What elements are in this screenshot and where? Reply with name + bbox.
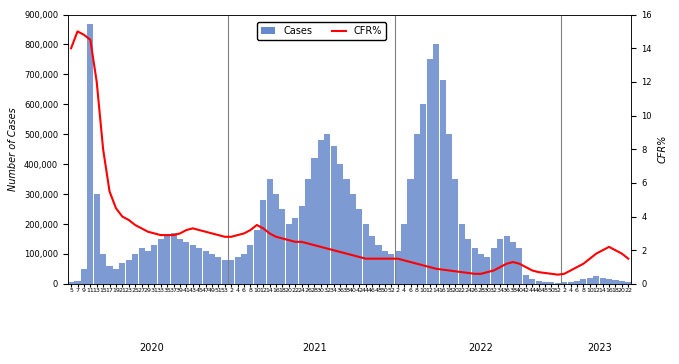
Bar xyxy=(612,280,619,284)
Bar xyxy=(120,263,126,284)
Bar xyxy=(107,266,113,284)
Bar xyxy=(189,245,196,284)
Bar xyxy=(542,281,548,284)
Bar xyxy=(75,281,81,284)
Text: 2022: 2022 xyxy=(469,343,494,353)
Bar xyxy=(344,179,350,284)
Bar xyxy=(273,194,279,284)
Bar xyxy=(94,194,100,284)
Bar xyxy=(139,248,145,284)
Bar xyxy=(504,236,510,284)
Bar xyxy=(420,104,426,284)
Bar xyxy=(574,281,580,284)
Bar xyxy=(433,44,439,284)
Bar xyxy=(279,209,285,284)
Bar xyxy=(484,257,490,284)
Bar xyxy=(394,251,401,284)
Bar xyxy=(350,194,356,284)
Bar xyxy=(292,218,298,284)
Y-axis label: CFR%: CFR% xyxy=(657,135,667,163)
Bar xyxy=(215,257,221,284)
Bar xyxy=(299,206,305,284)
Bar xyxy=(209,254,215,284)
Bar xyxy=(523,275,529,284)
Bar xyxy=(619,281,625,284)
Legend: Cases, CFR%: Cases, CFR% xyxy=(257,22,386,40)
Bar xyxy=(497,239,503,284)
Bar xyxy=(286,224,292,284)
Bar xyxy=(228,260,234,284)
Bar xyxy=(382,251,388,284)
Bar xyxy=(600,278,606,284)
Bar xyxy=(478,254,484,284)
Bar xyxy=(426,59,433,284)
Bar xyxy=(183,242,189,284)
Bar xyxy=(177,239,183,284)
Bar xyxy=(164,236,170,284)
Bar xyxy=(587,278,593,284)
Bar xyxy=(241,254,247,284)
Bar xyxy=(312,158,318,284)
Bar xyxy=(529,280,535,284)
Bar xyxy=(337,164,343,284)
Y-axis label: Number of Cases: Number of Cases xyxy=(8,107,18,191)
Bar xyxy=(132,254,139,284)
Bar xyxy=(555,283,561,284)
Bar xyxy=(318,140,324,284)
Bar xyxy=(202,251,208,284)
Bar xyxy=(606,280,612,284)
Bar xyxy=(222,260,228,284)
Bar xyxy=(439,80,445,284)
Bar xyxy=(158,239,164,284)
Bar xyxy=(581,280,587,284)
Bar xyxy=(471,248,477,284)
Bar xyxy=(234,257,240,284)
Bar xyxy=(170,233,177,284)
Bar xyxy=(510,242,516,284)
Bar xyxy=(593,276,600,284)
Bar xyxy=(491,248,497,284)
Bar xyxy=(267,179,273,284)
Bar xyxy=(401,224,407,284)
Bar xyxy=(363,224,369,284)
Bar xyxy=(81,269,87,284)
Bar xyxy=(465,239,471,284)
Bar xyxy=(549,282,555,284)
Bar xyxy=(388,254,394,284)
Bar xyxy=(88,24,93,284)
Bar xyxy=(452,179,458,284)
Bar xyxy=(369,236,375,284)
Bar xyxy=(305,179,311,284)
Bar xyxy=(459,224,465,284)
Bar xyxy=(260,200,266,284)
Bar xyxy=(561,282,567,284)
Bar xyxy=(536,281,542,284)
Bar xyxy=(516,248,522,284)
Text: 2020: 2020 xyxy=(139,343,164,353)
Bar xyxy=(568,281,574,284)
Bar xyxy=(113,269,119,284)
Bar xyxy=(446,134,452,284)
Bar xyxy=(414,134,420,284)
Bar xyxy=(325,134,330,284)
Bar xyxy=(375,245,382,284)
Bar xyxy=(254,230,260,284)
Bar xyxy=(126,260,132,284)
Bar xyxy=(68,282,74,284)
Bar xyxy=(356,209,363,284)
Bar xyxy=(331,146,337,284)
Bar xyxy=(151,245,158,284)
Bar xyxy=(247,245,253,284)
Bar xyxy=(625,281,631,284)
Text: 2023: 2023 xyxy=(587,343,612,353)
Bar xyxy=(196,248,202,284)
Bar xyxy=(407,179,414,284)
Text: 2021: 2021 xyxy=(302,343,327,353)
Bar xyxy=(100,254,106,284)
Bar xyxy=(145,251,151,284)
